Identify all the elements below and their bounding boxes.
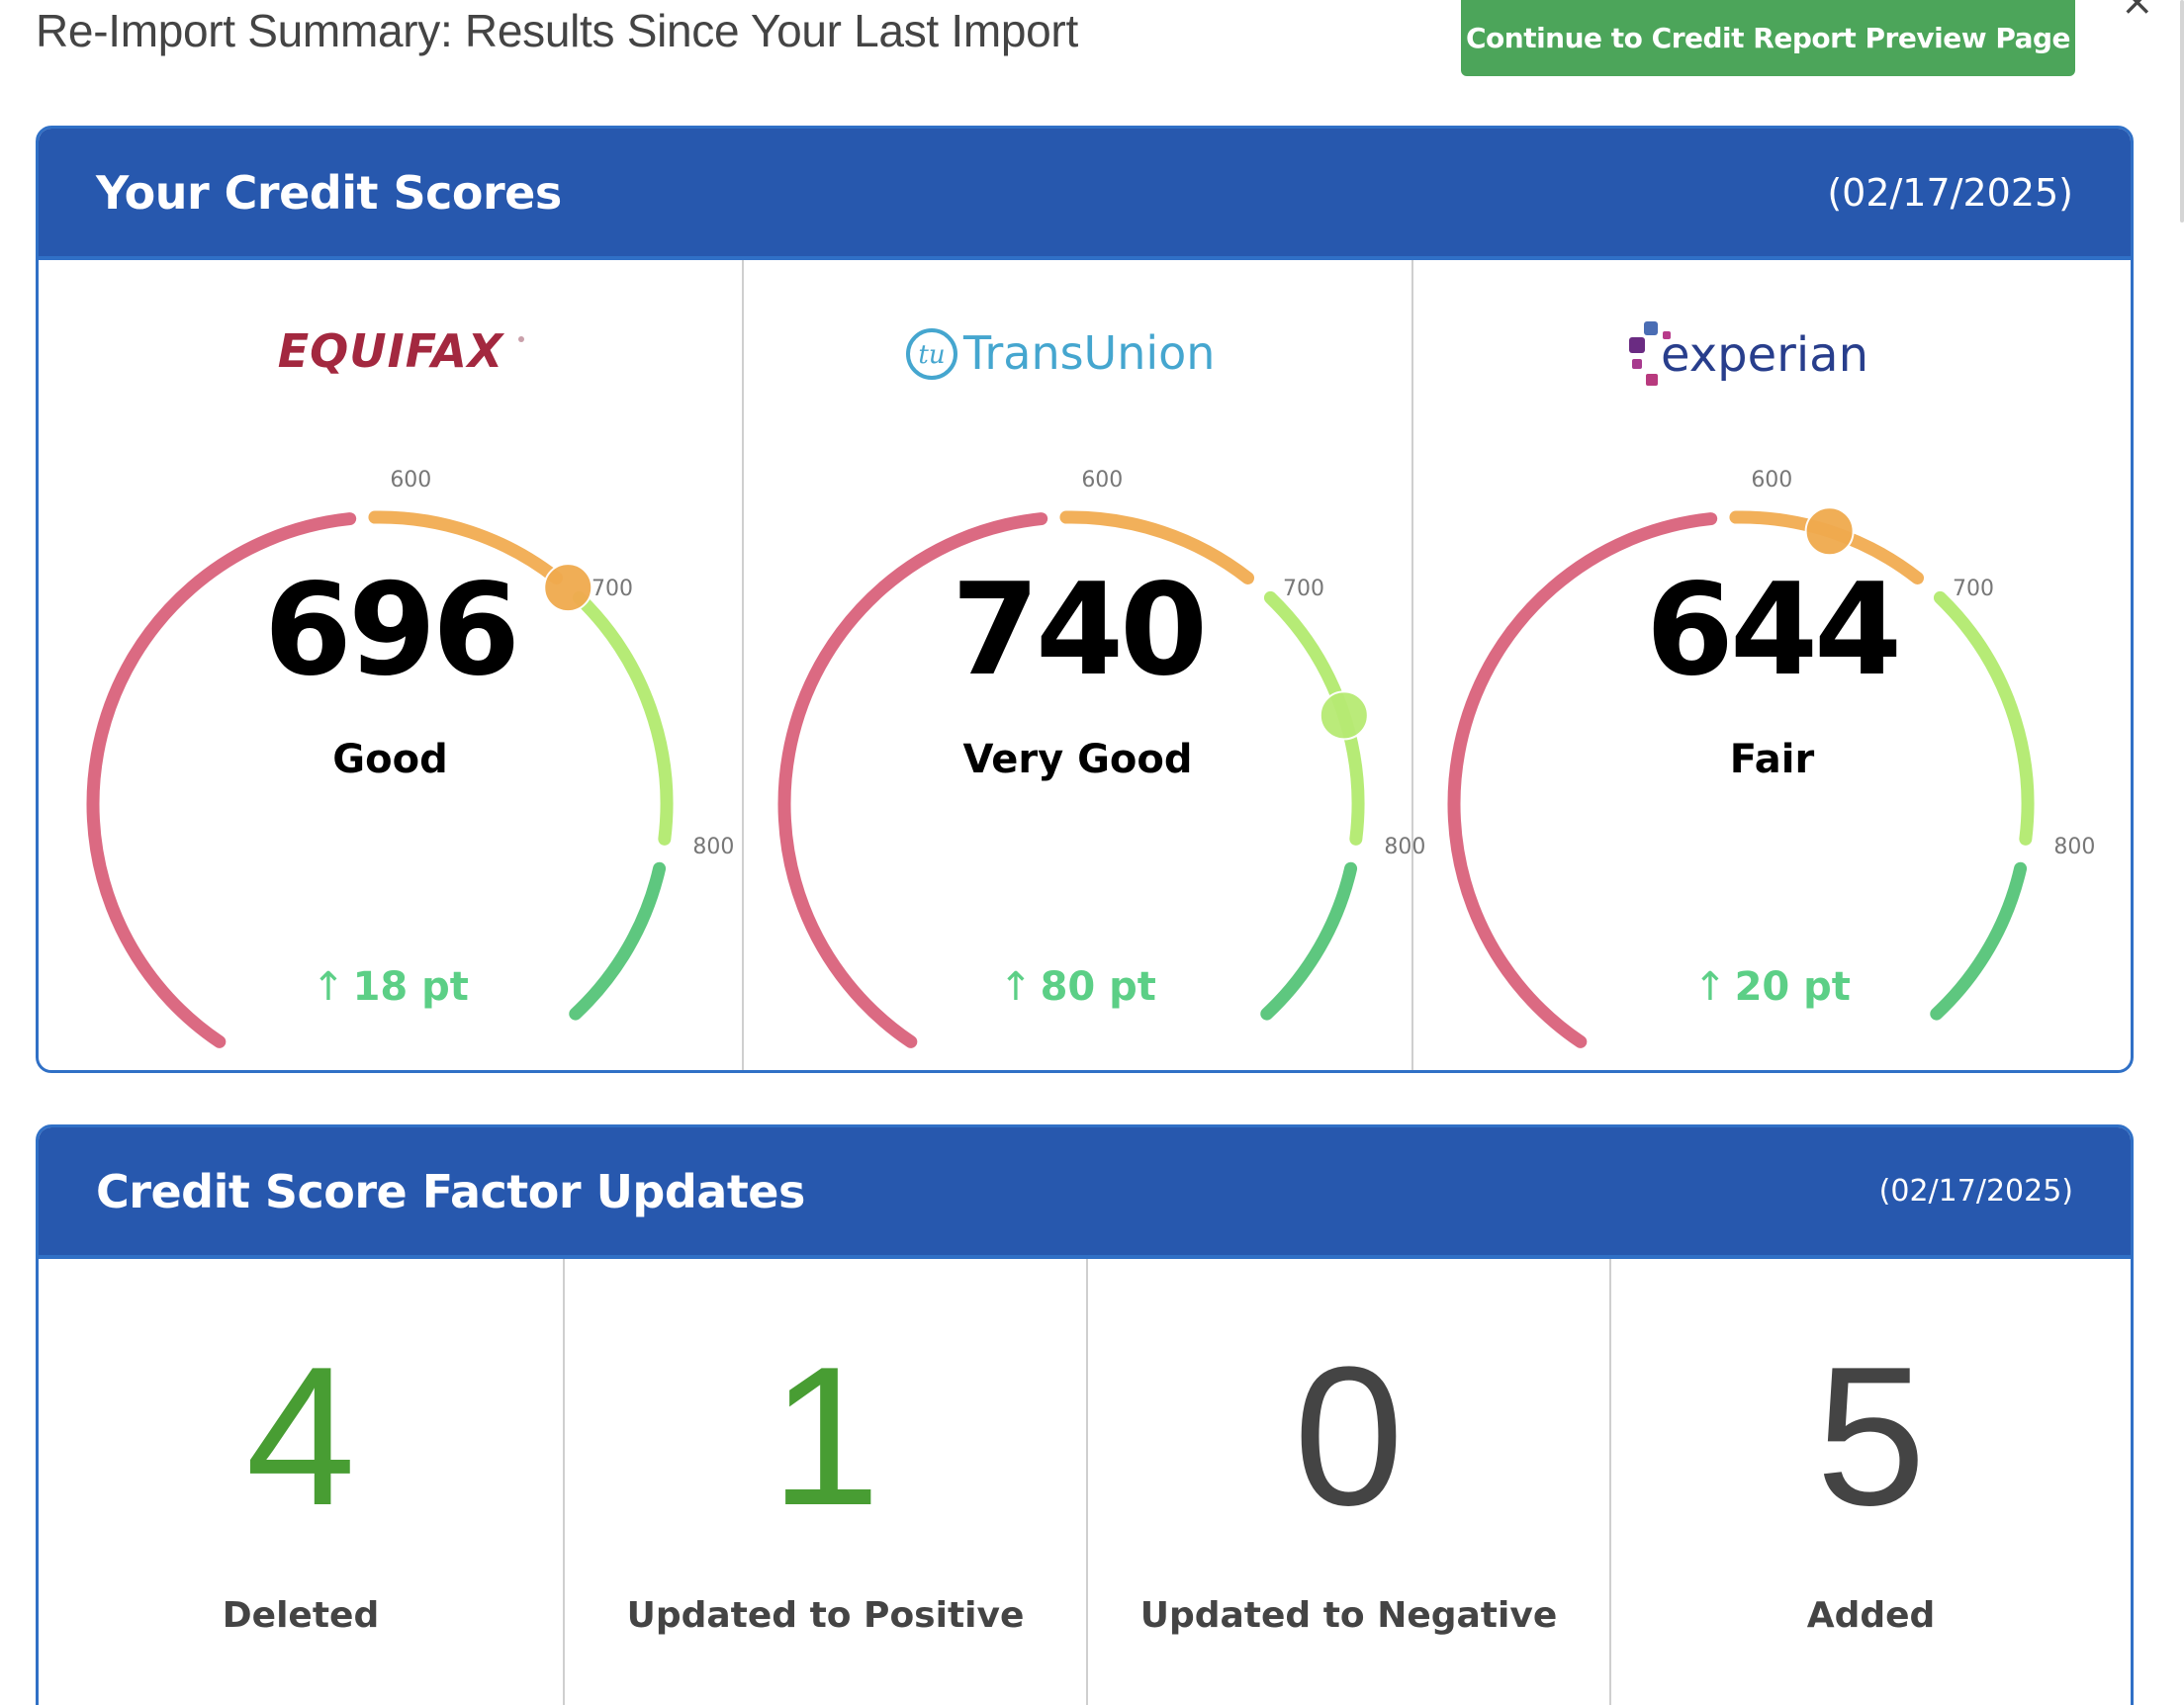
gauge-segment xyxy=(1059,510,1255,584)
gauge-segment xyxy=(368,510,564,584)
experian-rating: Fair xyxy=(1729,737,1815,782)
experian-score: 644 xyxy=(1645,557,1902,704)
continue-to-preview-button[interactable]: Continue to Credit Report Preview Page xyxy=(1461,0,2075,76)
gauge-segment xyxy=(1930,861,2028,1021)
gauge-tick-label: 600 xyxy=(390,467,432,493)
page-title: Re-Import Summary: Results Since Your La… xyxy=(36,5,1078,56)
factor-updated-positive-label: Updated to Positive xyxy=(626,1595,1025,1636)
gauge-tick-label: 600 xyxy=(1751,467,1793,493)
credit-scores-card: Your Credit Scores (02/17/2025) EQUIFAX … xyxy=(36,126,2134,1073)
transunion-change: ↑ 80 pt xyxy=(999,964,1156,1010)
arrow-up-icon: ↑ xyxy=(999,964,1033,1010)
gauge-tick-label: 800 xyxy=(2053,835,2096,860)
credit-scores-title: Your Credit Scores xyxy=(96,165,562,220)
factor-updated-positive-count: 1 xyxy=(770,1326,881,1547)
score-gauge xyxy=(777,510,1369,1048)
gauge-marker xyxy=(1319,690,1369,741)
experian-change: ↑ 20 pt xyxy=(1693,964,1851,1010)
score-gauge xyxy=(86,510,674,1048)
bureau-experian: experian 644 Fair ↑ 20 pt 600 700 800 xyxy=(1413,260,2131,1070)
equifax-rating: Good xyxy=(332,737,448,782)
gauge-tick-label: 800 xyxy=(692,835,735,860)
factor-updates-header: Credit Score Factor Updates (02/17/2025) xyxy=(39,1127,2131,1259)
factor-deleted-count: 4 xyxy=(245,1326,356,1547)
experian-logo: experian xyxy=(1413,300,2131,389)
gauge-tick-label: 700 xyxy=(592,577,634,602)
factor-updates-card: Credit Score Factor Updates (02/17/2025)… xyxy=(36,1124,2134,1705)
factor-added-label: Added xyxy=(1806,1595,1936,1636)
svg-text:tu: tu xyxy=(918,340,945,370)
bureau-transunion: tu TransUnion 740 Very Good ↑ 80 pt 600 70… xyxy=(744,260,1425,1070)
gauge-segment xyxy=(569,861,667,1021)
transunion-rating: Very Good xyxy=(962,737,1193,782)
factor-added: 5 Added xyxy=(1611,1259,2131,1705)
gauge-marker xyxy=(1804,506,1855,557)
factor-deleted-label: Deleted xyxy=(222,1595,380,1636)
arrow-up-icon: ↑ xyxy=(312,964,345,1010)
factor-updates-title: Credit Score Factor Updates xyxy=(96,1164,805,1218)
gauge-segment xyxy=(1447,512,1718,1048)
equifax-logo: EQUIFAX xyxy=(39,300,742,389)
equifax-change: ↑ 18 pt xyxy=(312,964,469,1010)
arrow-up-icon: ↑ xyxy=(1693,964,1727,1010)
gauge-segment xyxy=(572,590,674,846)
gauge-segment xyxy=(777,512,1048,1048)
gauge-segment xyxy=(1260,861,1358,1021)
transunion-logo: tu TransUnion xyxy=(744,300,1411,389)
svg-text:experian: experian xyxy=(1661,327,1868,383)
svg-text:EQUIFAX: EQUIFAX xyxy=(278,324,505,378)
factor-updated-positive: 1 Updated to Positive xyxy=(565,1259,1088,1705)
gauge-tick-label: 700 xyxy=(1283,577,1325,602)
factor-updated-negative-count: 0 xyxy=(1293,1326,1405,1547)
gauge-marker xyxy=(543,563,593,613)
scrollbar[interactable] xyxy=(2180,0,2184,223)
credit-scores-header: Your Credit Scores (02/17/2025) xyxy=(39,129,2131,260)
svg-text:TransUnion: TransUnion xyxy=(962,326,1215,380)
gauge-tick-label: 600 xyxy=(1081,467,1124,493)
gauge-tick-label: 800 xyxy=(1384,835,1426,860)
factor-deleted: 4 Deleted xyxy=(39,1259,565,1705)
credit-scores-date: (02/17/2025) xyxy=(1827,170,2073,215)
gauge-tick-label: 700 xyxy=(1953,577,1995,602)
factor-updates-date: (02/17/2025) xyxy=(1878,1174,2073,1209)
score-gauge xyxy=(1447,506,2035,1048)
close-icon[interactable]: × xyxy=(2121,0,2154,25)
factor-added-count: 5 xyxy=(1815,1326,1927,1547)
gauge-segment xyxy=(1933,590,2035,846)
bureau-equifax: EQUIFAX 696 Good ↑ 18 pt 600 700 800 xyxy=(39,260,744,1070)
equifax-score: 696 xyxy=(263,557,520,704)
transunion-score: 740 xyxy=(951,557,1208,704)
factor-updated-negative-label: Updated to Negative xyxy=(1139,1595,1558,1636)
gauge-segment xyxy=(86,512,357,1048)
factor-updated-negative: 0 Updated to Negative xyxy=(1088,1259,1611,1705)
